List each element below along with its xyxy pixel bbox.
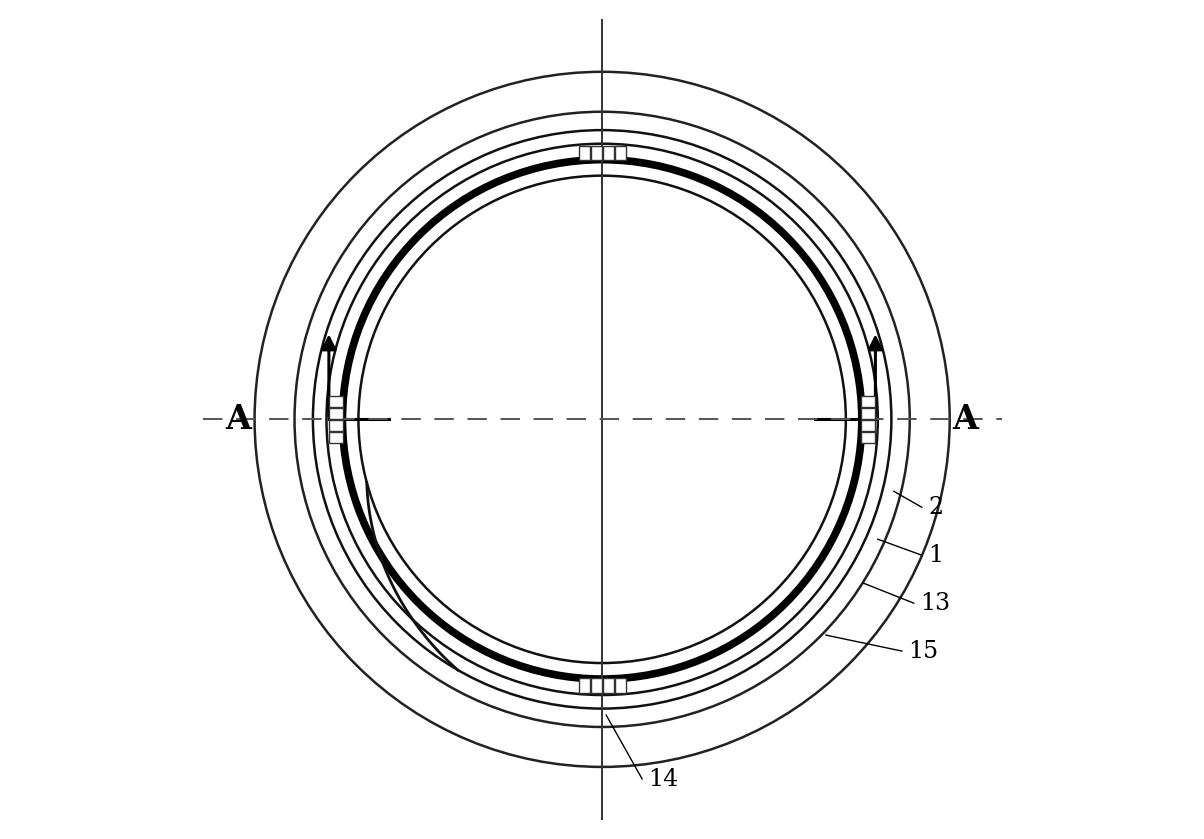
Text: 15: 15 <box>908 639 938 663</box>
Text: 1: 1 <box>928 544 943 567</box>
Text: A: A <box>225 403 252 436</box>
Text: A: A <box>952 403 979 436</box>
Bar <box>614 146 626 161</box>
Bar <box>861 408 875 420</box>
Text: 2: 2 <box>928 496 943 519</box>
Bar <box>329 408 343 420</box>
Bar <box>329 420 343 431</box>
Bar <box>329 396 343 407</box>
Text: 14: 14 <box>648 768 679 790</box>
Bar <box>861 432 875 443</box>
Bar <box>578 678 590 693</box>
Bar <box>861 396 875 407</box>
Bar <box>602 678 614 693</box>
Text: 13: 13 <box>920 591 950 615</box>
Bar <box>590 146 602 161</box>
Bar <box>590 678 602 693</box>
Bar <box>614 678 626 693</box>
Bar <box>861 420 875 431</box>
Bar <box>602 146 614 161</box>
Bar <box>329 432 343 443</box>
Bar <box>578 146 590 161</box>
